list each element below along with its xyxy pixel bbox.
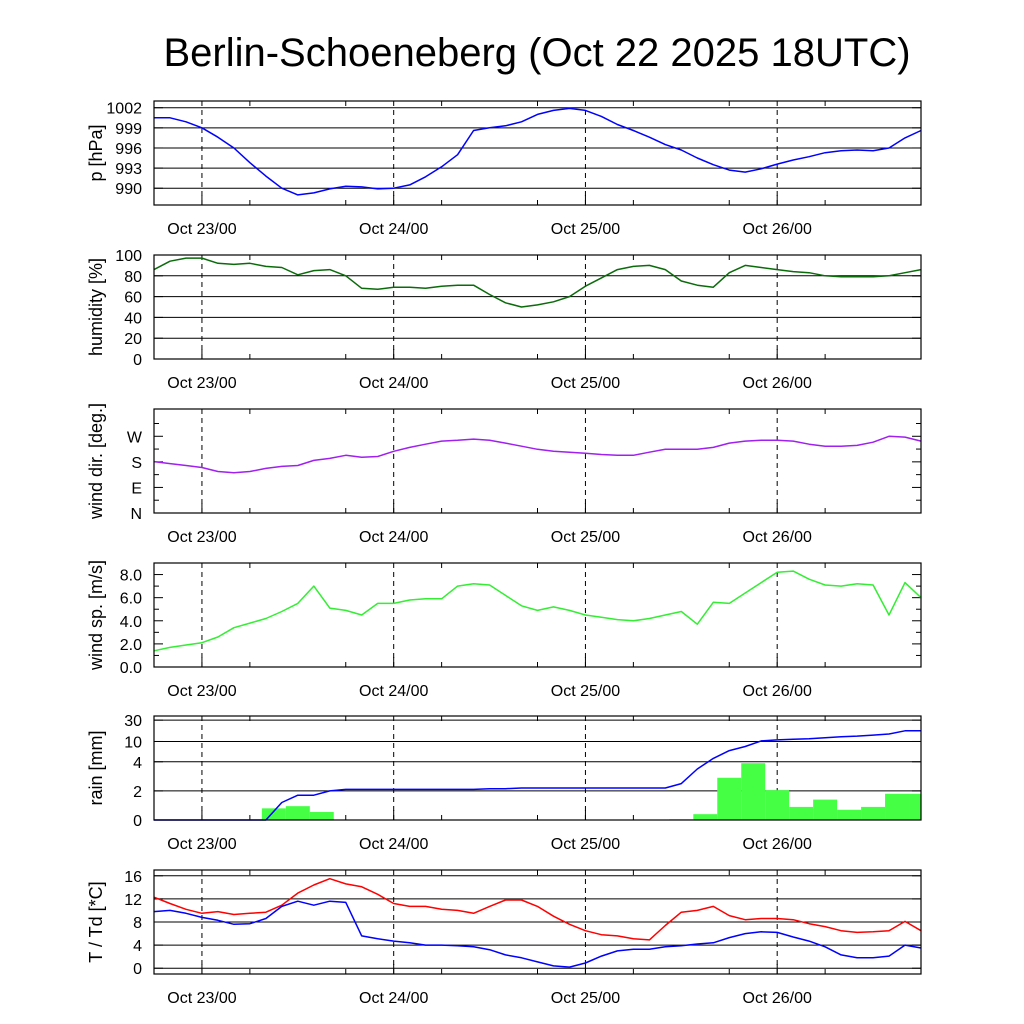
series-line-p: [154, 107, 922, 196]
panel-humidity: 0 20 40 60 80 100 Oct 23/00 Oct 24/00 Oct 25/00 O…: [86, 248, 922, 392]
x-tick-label: Oct 24/00: [359, 529, 428, 546]
plot-frame: [153, 254, 922, 360]
x-tick-label: Oct 23/00: [167, 529, 236, 546]
y-tick-label: 4.0: [120, 614, 142, 631]
panel-rain: 0 2 4 10 30 Oct 23/00 Oct 24/00 Oct 25/00 Oct 26…: [86, 713, 922, 853]
y-tick-label: 30: [124, 713, 142, 730]
y-tick-label: 10: [124, 734, 142, 751]
y-tick-label: 4: [133, 938, 142, 955]
panel-wind-speed: 0.0 2.0 4.0 6.0 8.0 Oct 23/00 Oct 24/00 Oct 25/…: [86, 560, 922, 700]
panel-pressure: 990 993 996 999 1002 Oct 23/00 Oct 24/00 Oct 25…: [86, 100, 922, 238]
x-tick-label: Oct 23/00: [167, 683, 236, 700]
x-tick-label: Oct 23/00: [167, 375, 236, 392]
rain-bar: [765, 790, 790, 820]
y-tick-label: 40: [124, 310, 142, 327]
y-tick-label: 999: [115, 121, 142, 138]
series-line-t: [153, 877, 922, 941]
y-tick-label: 0: [133, 352, 142, 369]
rain-bar: [693, 814, 718, 820]
y-tick-label: 12: [124, 892, 142, 909]
y-tick-label: 80: [124, 269, 142, 286]
y-tick-label: 8: [133, 915, 142, 932]
panel-temperature: 0 4 8 12 16 Oct 23/00 Oct 24/00 Oct 25/00 Oct 26…: [86, 869, 922, 1007]
rain-bar: [741, 763, 766, 820]
rain-bar: [789, 806, 814, 820]
y-tick-label: 0.0: [120, 660, 142, 677]
rain-bar: [261, 808, 286, 820]
y-tick-label: N: [130, 506, 142, 523]
y-tick-label: 20: [124, 331, 142, 348]
y-tick-label: 100: [115, 248, 142, 265]
x-tick-label: Oct 26/00: [743, 990, 812, 1007]
plot-frame: [153, 562, 922, 668]
rain-bar: [285, 806, 310, 820]
y-tick-label: 993: [115, 161, 142, 178]
x-tick-label: Oct 25/00: [551, 836, 620, 853]
y-tick-label: S: [131, 455, 142, 472]
x-tick-label: Oct 24/00: [359, 683, 428, 700]
y-tick-label: 2.0: [120, 637, 142, 654]
rain-bar: [837, 809, 862, 820]
rain-bar: [909, 793, 921, 820]
series-line-accumulated-rain: [154, 730, 921, 821]
series-line-humidity: [153, 257, 922, 308]
y-tick-label: 0: [133, 813, 142, 830]
chart-title: Berlin-Schoeneberg (Oct 22 2025 18UTC): [163, 31, 910, 75]
plot-frame: [153, 100, 922, 206]
x-tick-label: Oct 23/00: [167, 836, 236, 853]
y-tick-label: 0: [133, 961, 142, 978]
x-tick-label: Oct 24/00: [359, 375, 428, 392]
y-tick-label: 2: [133, 784, 142, 801]
x-tick-label: Oct 26/00: [743, 375, 812, 392]
plot-frame: [153, 715, 922, 821]
x-tick-label: Oct 26/00: [743, 683, 812, 700]
x-tick-label: Oct 25/00: [551, 221, 620, 238]
series-line-wind-speed: [153, 570, 922, 652]
y-tick-label: 6.0: [120, 591, 142, 608]
y-axis-label: p [hPa]: [86, 124, 106, 181]
x-tick-label: Oct 26/00: [743, 221, 812, 238]
x-tick-label: Oct 25/00: [551, 683, 620, 700]
rain-bar: [813, 799, 838, 820]
rain-bar: [885, 793, 910, 820]
x-tick-label: Oct 24/00: [359, 836, 428, 853]
y-tick-label: 990: [115, 181, 142, 198]
x-tick-label: Oct 23/00: [167, 221, 236, 238]
series-line-wind-direction: [153, 435, 922, 474]
y-tick-label: E: [131, 480, 142, 497]
series-line-td: [153, 900, 922, 968]
rain-bar: [309, 811, 334, 820]
y-axis-label: wind sp. [m/s]: [86, 560, 106, 671]
x-tick-label: Oct 25/00: [551, 375, 620, 392]
y-tick-label: 8.0: [120, 568, 142, 585]
plot-frame: [153, 869, 922, 975]
y-axis-label: wind dir. [deg.]: [86, 403, 106, 520]
x-tick-label: Oct 24/00: [359, 221, 428, 238]
y-tick-label: 60: [124, 290, 142, 307]
x-tick-label: Oct 25/00: [551, 990, 620, 1007]
y-tick-label: 16: [124, 869, 142, 886]
rain-bar: [861, 806, 886, 820]
y-tick-label: 4: [133, 755, 142, 772]
y-tick-label: 996: [115, 141, 142, 158]
x-tick-label: Oct 23/00: [167, 990, 236, 1007]
plot-frame: [153, 408, 922, 514]
rain-bar: [717, 777, 742, 820]
y-axis-label: rain [mm]: [86, 730, 106, 805]
x-tick-label: Oct 24/00: [359, 990, 428, 1007]
x-tick-label: Oct 26/00: [743, 529, 812, 546]
y-tick-label: W: [127, 429, 143, 446]
y-axis-label: T / Td [*C]: [86, 881, 106, 962]
y-tick-label: 1002: [106, 101, 142, 118]
y-axis-label: humidity [%]: [86, 258, 106, 356]
x-tick-label: Oct 26/00: [743, 836, 812, 853]
x-tick-label: Oct 25/00: [551, 529, 620, 546]
